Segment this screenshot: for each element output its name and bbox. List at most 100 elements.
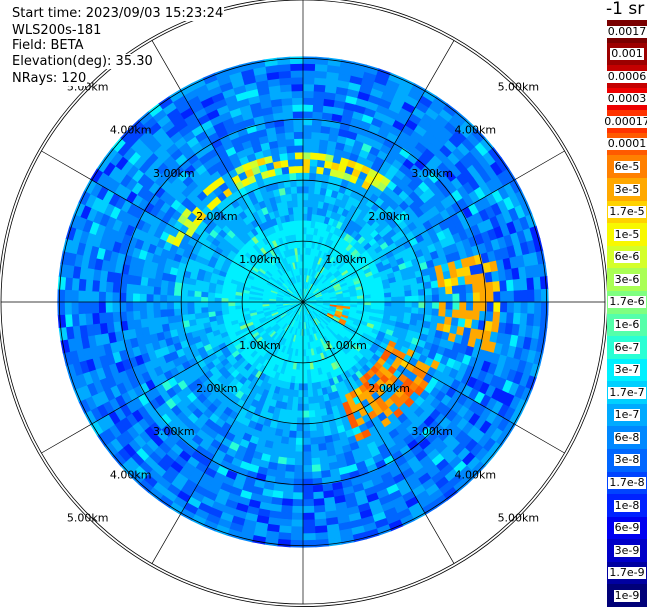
beta-cell: [302, 431, 311, 439]
beta-cell: [296, 185, 304, 194]
beta-cell: [58, 263, 68, 278]
ring-label: 3.00km: [411, 167, 453, 180]
beta-cell: [207, 296, 215, 303]
beta-cell: [312, 395, 320, 405]
beta-cell: [297, 199, 304, 208]
beta-cell: [292, 485, 304, 494]
beta-cell: [316, 159, 326, 168]
beta-cell: [466, 301, 474, 312]
beta-cell: [290, 410, 298, 419]
beta-cell: [280, 159, 290, 168]
beta-cell: [472, 283, 481, 294]
beta-cell: [310, 138, 321, 147]
beta-cell: [200, 311, 210, 319]
beta-cell: [282, 104, 294, 113]
beta-cell: [311, 464, 322, 473]
colorbar-label: 6e-9: [613, 521, 641, 535]
beta-cell: [292, 110, 304, 119]
beta-cell: [125, 283, 134, 294]
ring-label: 4.00km: [110, 124, 152, 137]
beta-cell: [311, 131, 322, 140]
field-name: Field: BETA: [11, 38, 85, 53]
beta-cell: [193, 307, 202, 314]
beta-cell: [71, 313, 80, 327]
beta-cell: [57, 314, 67, 328]
beta-cell: [309, 158, 319, 167]
beta-cell: [302, 69, 316, 78]
beta-cell: [534, 301, 542, 315]
beta-cell: [293, 471, 304, 480]
beta-cell: [390, 291, 399, 298]
beta-cell: [292, 104, 304, 112]
ring-label: 2.00km: [196, 210, 238, 223]
beta-cell: [506, 301, 515, 314]
beta-cell: [139, 284, 148, 295]
beta-cell: [312, 491, 324, 500]
beta-cell: [466, 292, 474, 303]
beta-cell: [533, 276, 542, 291]
beta-cell: [187, 313, 196, 321]
beta-cell: [111, 301, 120, 313]
beta-cell: [452, 293, 461, 303]
colorbar: 0.0017 0.001 0.0006 0.0003 0.00017 0.0001 6e-5…: [603, 20, 647, 607]
beta-cell: [241, 301, 249, 306]
beta-cell: [227, 305, 236, 311]
beta-cell: [285, 193, 293, 202]
beta-cell: [279, 443, 289, 452]
beta-cell: [302, 437, 311, 446]
colorbar-cell: 1e-9: [607, 584, 647, 607]
colorbar-label: 6e-6: [613, 250, 641, 264]
beta-cell: [499, 312, 508, 324]
beta-cell: [540, 288, 549, 303]
colorbar-label: 1.7e-5: [608, 205, 646, 219]
beta-cell: [302, 172, 311, 180]
beta-cell: [459, 293, 467, 303]
beta-cell: [302, 512, 315, 521]
beta-cell: [286, 199, 294, 209]
beta-cell: [423, 281, 433, 290]
beta-cell: [404, 301, 413, 309]
beta-cell: [139, 309, 148, 320]
beta-cell: [302, 492, 314, 500]
beta-cell: [298, 376, 304, 385]
beta-cell: [298, 383, 304, 391]
beta-cell: [309, 437, 319, 446]
beta-cell: [538, 263, 548, 278]
beta-cell: [227, 301, 236, 307]
colorbar-label: 1e-7: [613, 408, 641, 422]
beta-cell: [152, 301, 161, 311]
beta-cell: [519, 278, 528, 291]
beta-cell: [159, 294, 168, 303]
beta-cell: [539, 314, 549, 328]
beta-cell: [311, 124, 322, 133]
beta-cell: [397, 296, 406, 303]
beta-cell: [294, 151, 304, 160]
beta-cell: [173, 294, 181, 303]
beta-cell: [315, 538, 329, 548]
beta-cell: [290, 185, 298, 194]
colorbar-cell: 1.7e-7: [607, 381, 647, 405]
beta-cell: [287, 437, 297, 446]
beta-cell: [485, 311, 494, 323]
beta-cell: [186, 307, 195, 315]
beta-cell: [315, 422, 324, 432]
colorbar-label: 1e-6: [613, 318, 641, 332]
beta-cell: [343, 299, 352, 303]
beta-cell: [410, 283, 419, 291]
colorbar-cell: 3e-7: [607, 358, 647, 382]
beta-cell: [302, 56, 317, 65]
ring-label: 2.00km: [368, 210, 410, 223]
beta-cell: [221, 305, 229, 311]
beta-cell: [316, 429, 325, 438]
beta-cell: [294, 144, 304, 153]
beta-cell: [295, 165, 304, 173]
colorbar-cell: 3e-5: [607, 178, 647, 202]
beta-cell: [444, 278, 453, 288]
beta-cell: [312, 484, 324, 493]
beta-cell: [289, 56, 304, 65]
beta-cell: [445, 285, 454, 295]
beta-cell: [281, 166, 290, 175]
beta-cell: [173, 308, 182, 316]
beta-cell: [290, 76, 304, 85]
beta-cell: [282, 484, 294, 493]
